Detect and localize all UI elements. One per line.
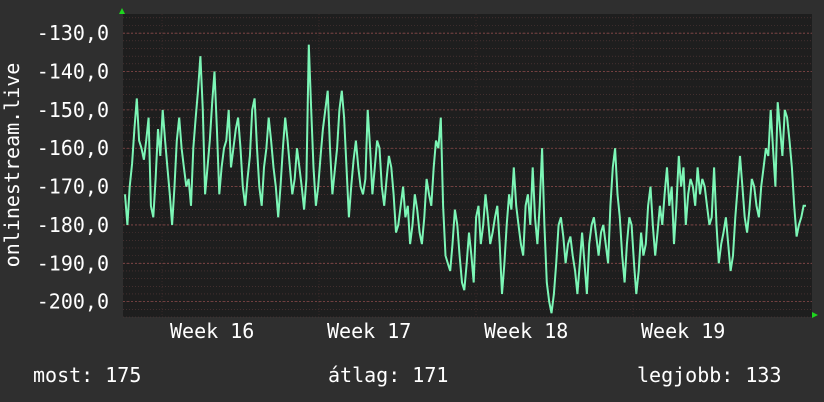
y-tick-label: -200,0	[37, 290, 109, 314]
plot-area	[123, 14, 812, 317]
x-tick-label: Week 17	[327, 319, 411, 343]
y-axis-label: onlinestream.live	[0, 63, 24, 268]
y-tick-label: -180,0	[37, 213, 109, 237]
y-tick-label: -140,0	[37, 60, 109, 84]
x-axis: Week 16 Week 17 Week 18 Week 19	[170, 319, 725, 343]
y-tick-label: -190,0	[37, 251, 109, 275]
series-line	[124, 44, 806, 314]
y-axis-arrow	[119, 8, 125, 14]
grid-lines	[123, 14, 812, 318]
x-tick-label: Week 19	[641, 319, 725, 343]
y-tick-label: -160,0	[37, 136, 109, 160]
y-tick-label: -170,0	[37, 175, 109, 199]
stat-best: legjobb: 133	[637, 363, 782, 387]
x-tick-label: Week 16	[170, 319, 254, 343]
y-tick-label: -150,0	[37, 98, 109, 122]
y-tick-label: -130,0	[37, 21, 109, 45]
stat-current: most: 175	[33, 363, 141, 387]
y-axis: -130,0 -140,0 -150,0 -160,0 -170,0 -180,0 -190…	[37, 21, 109, 313]
stat-average: átlag: 171	[328, 363, 448, 387]
x-axis-arrow	[812, 312, 818, 318]
x-tick-label: Week 18	[484, 319, 568, 343]
